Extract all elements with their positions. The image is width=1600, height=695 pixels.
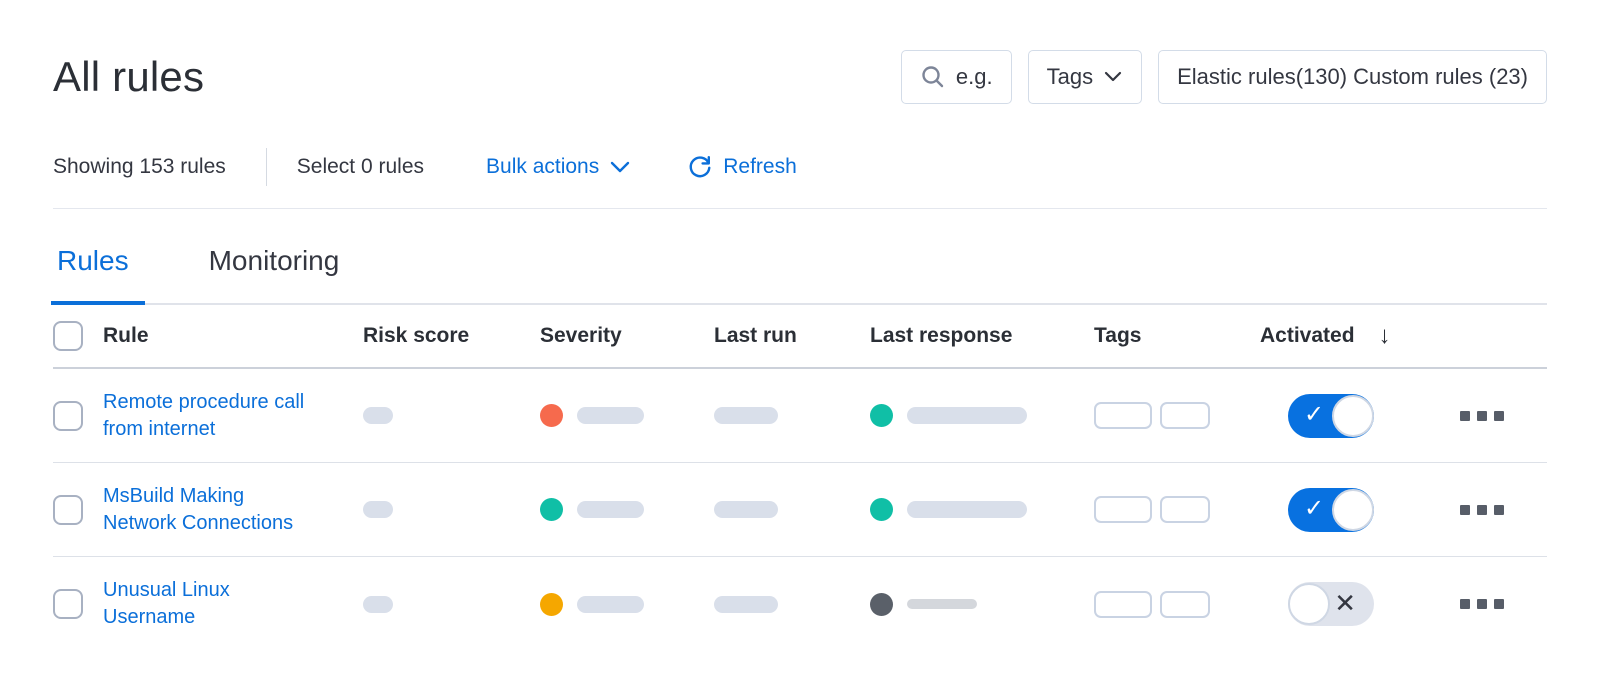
page-title: All rules	[53, 53, 205, 100]
severity-placeholder	[577, 501, 644, 518]
filter-group: e.g. Tags Elastic rules(130) Custom rule…	[900, 50, 1547, 104]
column-header-last-response[interactable]: Last response	[870, 324, 1013, 347]
row-checkbox[interactable]	[53, 589, 83, 619]
search-value: e.g.	[955, 64, 993, 89]
check-icon: ✓	[1304, 494, 1325, 522]
tag-badge[interactable]	[1094, 402, 1152, 429]
toggle-knob	[1288, 583, 1330, 625]
tag-badge[interactable]	[1160, 402, 1210, 429]
activated-toggle[interactable]: ✓	[1288, 487, 1374, 532]
risk-score-placeholder	[363, 501, 393, 518]
rule-name-link[interactable]: Unusual Linux Username	[103, 579, 230, 628]
search-input[interactable]: e.g.	[900, 50, 1012, 104]
last-response-dot	[870, 404, 893, 427]
table-row: Remote procedure call from internet ✓	[53, 369, 1547, 463]
severity-dot	[540, 404, 563, 427]
divider	[265, 148, 267, 186]
severity-placeholder	[577, 595, 644, 613]
bulk-actions-button[interactable]: Bulk actions	[486, 155, 631, 179]
rule-name-link[interactable]: Remote procedure call from internet	[103, 390, 305, 440]
last-response-dot	[870, 592, 893, 616]
chevron-down-icon	[1103, 70, 1123, 84]
cross-icon: ✕	[1334, 587, 1356, 618]
row-checkbox[interactable]	[53, 494, 83, 525]
tag-badge[interactable]	[1094, 590, 1152, 618]
bulk-actions-label: Bulk actions	[486, 155, 600, 178]
page-header: All rules e.g. Tags Elastic rules(130) C…	[53, 0, 1547, 104]
last-response-placeholder	[907, 407, 1027, 424]
tab-monitoring[interactable]: Monitoring	[208, 245, 340, 276]
last-response-placeholder	[907, 599, 977, 609]
risk-score-placeholder	[363, 407, 393, 424]
rule-name-link[interactable]: MsBuild Making Network Connections	[103, 484, 294, 534]
row-actions-menu-icon[interactable]	[1460, 504, 1504, 515]
column-header-rule[interactable]: Rule	[103, 324, 149, 347]
selected-count: Select 0 rules	[296, 155, 425, 178]
last-response-placeholder	[907, 501, 1027, 518]
last-response-dot	[870, 498, 893, 521]
row-checkbox[interactable]	[53, 400, 83, 431]
column-header-severity[interactable]: Severity	[540, 324, 622, 347]
column-header-tags[interactable]: Tags	[1094, 324, 1142, 347]
chevron-down-icon	[609, 160, 631, 175]
search-icon	[920, 64, 946, 90]
severity-placeholder	[577, 407, 644, 424]
column-header-activated[interactable]: Activated ↓	[1260, 322, 1446, 350]
utility-bar: Showing 153 rules Select 0 rules Bulk ac…	[53, 148, 1547, 209]
risk-score-placeholder	[363, 595, 393, 613]
sort-arrow-down-icon: ↓	[1378, 322, 1391, 349]
rules-page: All rules e.g. Tags Elastic rules(130) C…	[51, 0, 1547, 651]
select-all-checkbox[interactable]	[53, 321, 83, 351]
tag-badge[interactable]	[1160, 590, 1210, 618]
toggle-knob	[1332, 488, 1374, 531]
table-row: Unusual Linux Username ✕	[53, 557, 1547, 651]
rule-source-filter[interactable]: Elastic rules(130) Custom rules (23)	[1158, 50, 1547, 104]
showing-count: Showing 153 rules	[53, 155, 226, 178]
severity-dot	[540, 592, 563, 616]
tags-dropdown-label: Tags	[1046, 64, 1094, 89]
tag-badge[interactable]	[1160, 496, 1210, 523]
column-header-risk-score[interactable]: Risk score	[363, 324, 470, 347]
toggle-knob	[1332, 394, 1374, 437]
refresh-icon	[687, 154, 713, 180]
severity-dot	[540, 498, 563, 521]
tag-badge[interactable]	[1094, 496, 1152, 523]
last-run-placeholder	[714, 501, 778, 518]
column-header-last-run[interactable]: Last run	[714, 324, 797, 347]
table-header: Rule Risk score Severity Last run Last r…	[53, 305, 1547, 369]
row-actions-menu-icon[interactable]	[1460, 599, 1504, 609]
row-actions-menu-icon[interactable]	[1460, 410, 1504, 421]
tab-rules[interactable]: Rules	[51, 245, 145, 305]
refresh-button[interactable]: Refresh	[687, 154, 797, 180]
rule-source-label: Elastic rules(130) Custom rules (23)	[1177, 64, 1528, 89]
check-icon: ✓	[1304, 400, 1325, 428]
tags-dropdown[interactable]: Tags	[1027, 50, 1143, 104]
tab-bar: Rules Monitoring	[51, 245, 1547, 305]
activated-toggle[interactable]: ✓	[1288, 393, 1374, 438]
last-run-placeholder	[714, 407, 778, 424]
table-row: MsBuild Making Network Connections ✓	[53, 463, 1547, 557]
activated-toggle[interactable]: ✕	[1288, 582, 1374, 626]
refresh-label: Refresh	[723, 155, 797, 178]
last-run-placeholder	[714, 595, 778, 613]
activated-header-label: Activated	[1260, 324, 1355, 347]
